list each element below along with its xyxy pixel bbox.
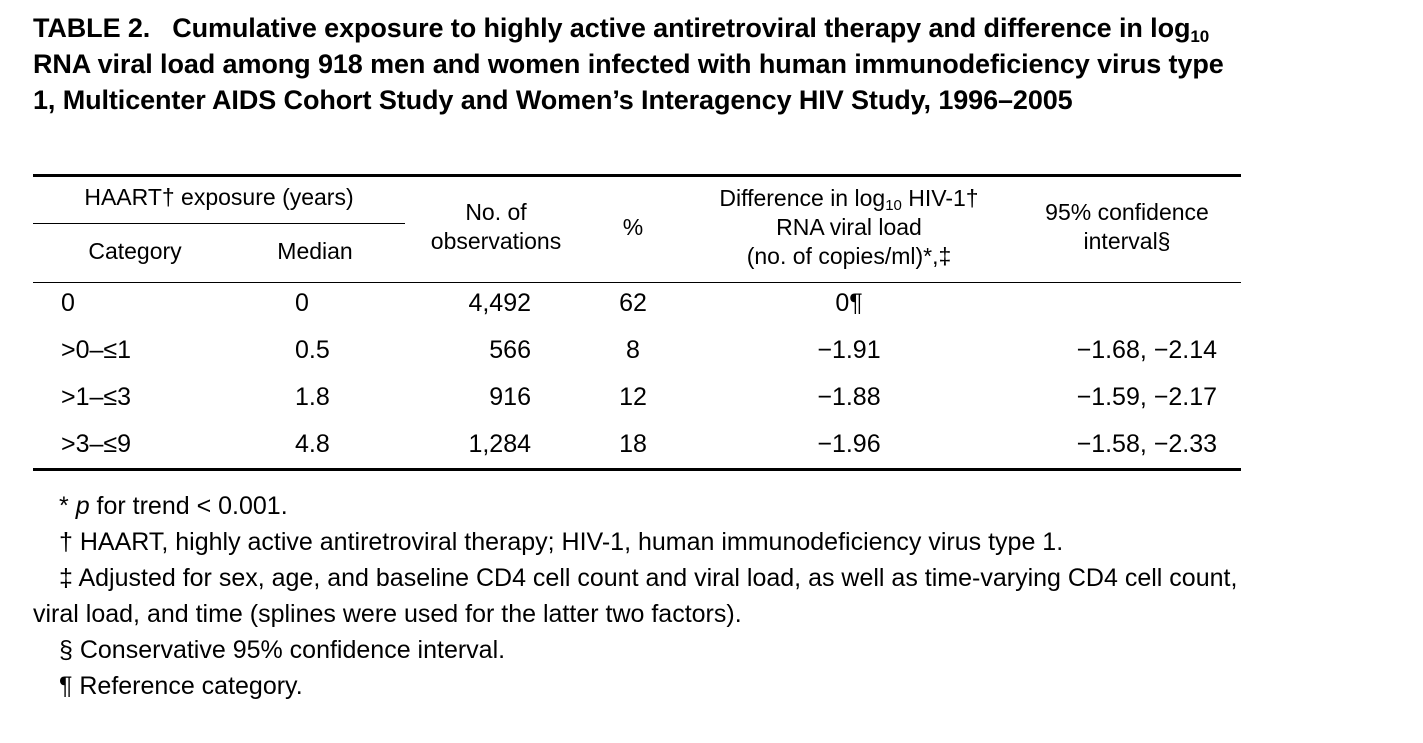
cell-difference: −1.88 [817, 383, 881, 411]
cell-observations: 916 [489, 383, 531, 411]
table-title-subscript: 10 [1190, 27, 1210, 46]
table-caption: TABLE 2. Cumulative exposure to highly ac… [33, 10, 1241, 118]
footnote-trend-italic: p [75, 492, 90, 520]
cell-percent: 62 [619, 289, 647, 317]
cell-category: >3–≤9 [61, 430, 132, 458]
table-row: 0 0 4,492 62 0¶ [33, 280, 1241, 327]
cell-confidence-interval: −1.59, −2.17 [1076, 383, 1217, 411]
header-difference-line1-b: HIV-1† [901, 185, 979, 211]
header-ci-line2: interval§ [1083, 228, 1171, 254]
cell-median: 0.5 [295, 336, 330, 364]
table-row: >3–≤9 4.8 1,284 18 −1.96 −1.58, −2.33 [33, 421, 1241, 468]
cell-difference: −1.91 [817, 336, 881, 364]
table-row: >1–≤3 1.8 916 12 −1.88 −1.59, −2.17 [33, 374, 1241, 421]
header-difference-subscript: 10 [885, 197, 902, 214]
cell-category: >0–≤1 [61, 336, 132, 364]
cell-observations: 1,284 [468, 430, 531, 458]
header-difference-line1: Difference in log10 HIV-1† [683, 184, 1015, 213]
header-group-rule [33, 223, 405, 224]
header-observations: No. of observations [411, 198, 581, 256]
cell-median: 1.8 [295, 383, 330, 411]
footnote-trend: * p for trend < 0.001. [33, 488, 1273, 524]
header-confidence-interval: 95% confidence interval§ [1027, 198, 1227, 256]
footnote-conservative-ci: § Conservative 95% confidence interval. [59, 636, 506, 664]
cell-confidence-interval: −1.68, −2.14 [1076, 336, 1217, 364]
cell-difference: 0¶ [835, 289, 863, 317]
table-title-part1: Cumulative exposure to highly active ant… [172, 13, 1191, 43]
cell-percent: 18 [619, 430, 647, 458]
header-category: Category [88, 238, 182, 264]
footnote-reference: ¶ Reference category. [59, 672, 303, 700]
cell-observations: 566 [489, 336, 531, 364]
header-observations-line1: No. of [465, 199, 527, 225]
header-difference-line2: RNA viral load [776, 214, 922, 240]
footnote-trend-text: for trend < 0.001. [89, 492, 288, 520]
cell-percent: 8 [626, 336, 640, 364]
cell-confidence-interval: −1.58, −2.33 [1076, 430, 1217, 458]
header-difference-line3: (no. of copies/ml)*,‡ [746, 243, 952, 269]
header-percent: % [622, 214, 644, 240]
table-label: TABLE 2. [33, 13, 151, 43]
header-difference: Difference in log10 HIV-1† RNA viral loa… [683, 184, 1015, 271]
footnote-trend-mark: * [59, 492, 76, 520]
table-title-part2: RNA viral load among 918 men and women i… [33, 49, 1224, 115]
header-haart-exposure: HAART† exposure (years) [84, 184, 354, 210]
cell-difference: −1.96 [817, 430, 881, 458]
cell-median: 0 [295, 289, 309, 317]
footnote-adjusted: ‡ Adjusted for sex, age, and baseline CD… [33, 564, 1238, 628]
header-difference-line1-a: Difference in log [719, 185, 886, 211]
cell-category: >1–≤3 [61, 383, 132, 411]
header-ci-line1: 95% confidence [1045, 199, 1209, 225]
table-bottom-rule [33, 468, 1241, 471]
table-top-rule [33, 174, 1241, 177]
table-page: TABLE 2. Cumulative exposure to highly ac… [33, 10, 1241, 700]
cell-median: 4.8 [295, 430, 330, 458]
cell-observations: 4,492 [468, 289, 531, 317]
header-observations-line2: observations [430, 228, 562, 254]
header-median: Median [277, 238, 353, 264]
header-bottom-rule [33, 282, 1241, 283]
table-row: >0–≤1 0.5 566 8 −1.91 −1.68, −2.14 [33, 327, 1241, 374]
footnote-haart: † HAART, highly active antiretroviral th… [59, 528, 1064, 556]
cell-percent: 12 [619, 383, 647, 411]
table-footnotes: * p for trend < 0.001. † HAART, highly a… [33, 488, 1273, 704]
cell-category: 0 [61, 289, 75, 317]
